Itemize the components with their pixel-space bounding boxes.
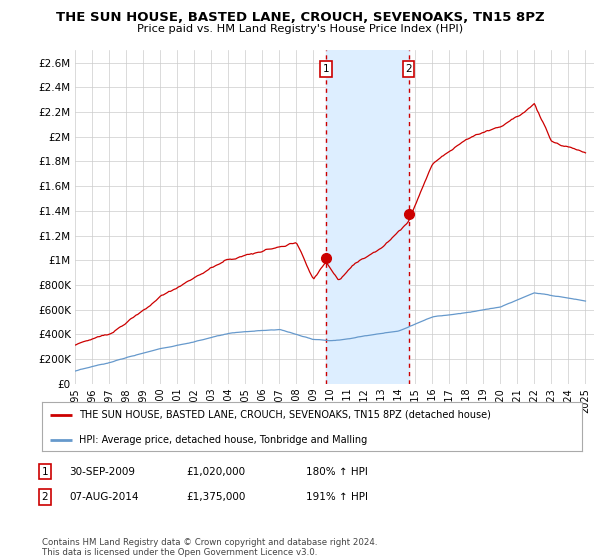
Text: 1: 1 [323, 64, 329, 74]
Text: HPI: Average price, detached house, Tonbridge and Malling: HPI: Average price, detached house, Tonb… [79, 435, 367, 445]
Text: 1: 1 [41, 466, 49, 477]
Text: THE SUN HOUSE, BASTED LANE, CROUCH, SEVENOAKS, TN15 8PZ: THE SUN HOUSE, BASTED LANE, CROUCH, SEVE… [56, 11, 544, 24]
Text: THE SUN HOUSE, BASTED LANE, CROUCH, SEVENOAKS, TN15 8PZ (detached house): THE SUN HOUSE, BASTED LANE, CROUCH, SEVE… [79, 410, 491, 420]
Text: Contains HM Land Registry data © Crown copyright and database right 2024.
This d: Contains HM Land Registry data © Crown c… [42, 538, 377, 557]
Text: £1,020,000: £1,020,000 [186, 466, 245, 477]
Bar [326, 50, 409, 384]
Text: Price paid vs. HM Land Registry's House Price Index (HPI): Price paid vs. HM Land Registry's House … [137, 24, 463, 34]
Text: 2: 2 [41, 492, 49, 502]
Text: 07-AUG-2014: 07-AUG-2014 [69, 492, 139, 502]
Text: £1,375,000: £1,375,000 [186, 492, 245, 502]
Text: 191% ↑ HPI: 191% ↑ HPI [306, 492, 368, 502]
Text: 2: 2 [405, 64, 412, 74]
Text: 30-SEP-2009: 30-SEP-2009 [69, 466, 135, 477]
Text: 180% ↑ HPI: 180% ↑ HPI [306, 466, 368, 477]
